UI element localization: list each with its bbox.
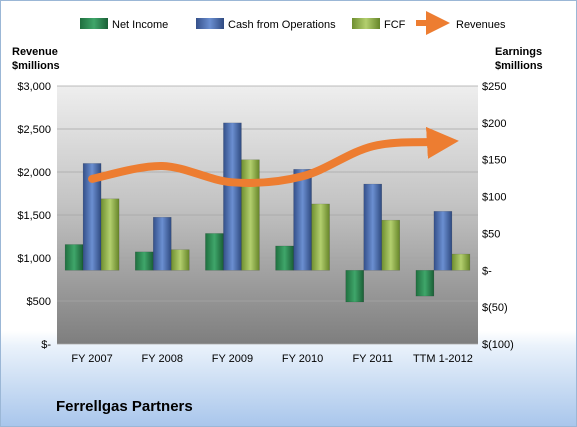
right-tick-label: $(100) <box>482 339 514 351</box>
legend-swatch-cash-from-operations <box>196 18 224 29</box>
bar-net-income <box>205 233 224 271</box>
category-label: TTM 1-2012 <box>413 353 473 365</box>
bar-fcf <box>451 253 471 271</box>
right-tick-label: $150 <box>482 155 506 167</box>
bar-cash-from-operations <box>293 169 312 271</box>
right-axis-title-line1: Earnings <box>495 46 542 58</box>
bar-net-income <box>64 244 84 271</box>
left-tick-label: $- <box>41 339 51 351</box>
left-axis-ticks: $- $500 $1,000 $1,500 $2,000 $2,500 $3,000 <box>17 81 51 351</box>
bars <box>64 122 471 303</box>
right-tick-label: $100 <box>482 192 506 204</box>
bar-net-income <box>345 270 364 303</box>
category-label: FY 2010 <box>282 353 323 365</box>
company-name: Ferrellgas Partners <box>56 398 193 415</box>
left-tick-label: $2,000 <box>17 167 51 179</box>
category-label: FY 2011 <box>352 353 393 365</box>
right-tick-label: $(50) <box>482 302 508 314</box>
revenue-line <box>88 126 459 187</box>
left-tick-label: $1,000 <box>17 253 51 265</box>
bar-fcf <box>100 198 120 271</box>
category-label: FY 2007 <box>71 353 112 365</box>
bar-cash-from-operations <box>363 183 382 271</box>
right-tick-label: $200 <box>482 118 506 130</box>
category-label: FY 2009 <box>212 353 253 365</box>
left-axis-title-line2: $millions <box>12 60 60 72</box>
category-label: FY 2008 <box>142 353 183 365</box>
bar-fcf <box>311 203 330 271</box>
bar-cash-from-operations <box>153 216 172 271</box>
legend-label-net-income: Net Income <box>112 19 168 31</box>
legend-label-revenues: Revenues <box>456 19 506 31</box>
bar-net-income <box>415 270 435 297</box>
legend-label-cash-from-operations: Cash from Operations <box>228 19 336 31</box>
bar-fcf <box>241 159 260 271</box>
right-tick-label: $- <box>482 265 492 277</box>
right-tick-label: $250 <box>482 81 506 93</box>
legend-label-fcf: FCF <box>384 19 406 31</box>
legend-swatch-fcf <box>352 18 380 29</box>
bar-net-income <box>135 251 154 271</box>
left-tick-label: $2,500 <box>17 124 51 136</box>
category-labels: FY 2007 FY 2008 FY 2009 FY 2010 FY 2011 TTM 1… <box>71 353 472 365</box>
bar-fcf <box>381 219 400 271</box>
bar-cash-from-operations <box>433 211 453 271</box>
right-axis-ticks: $(100) $(50) $- $50 $100 $150 $200 $250 <box>482 81 514 351</box>
bar-fcf <box>171 249 190 271</box>
bar-cash-from-operations <box>223 122 242 271</box>
right-axis-title-line2: $millions <box>495 60 543 72</box>
bar-net-income <box>275 245 294 271</box>
revenue-line-group <box>88 126 459 187</box>
legend: Net Income Cash from Operations FCF Reve… <box>80 11 506 35</box>
right-tick-label: $50 <box>482 228 500 240</box>
left-tick-label: $1,500 <box>17 210 51 222</box>
left-axis-title-line1: Revenue <box>12 46 58 58</box>
legend-swatch-net-income <box>80 18 108 29</box>
left-tick-label: $500 <box>27 296 51 308</box>
left-tick-label: $3,000 <box>17 81 51 93</box>
